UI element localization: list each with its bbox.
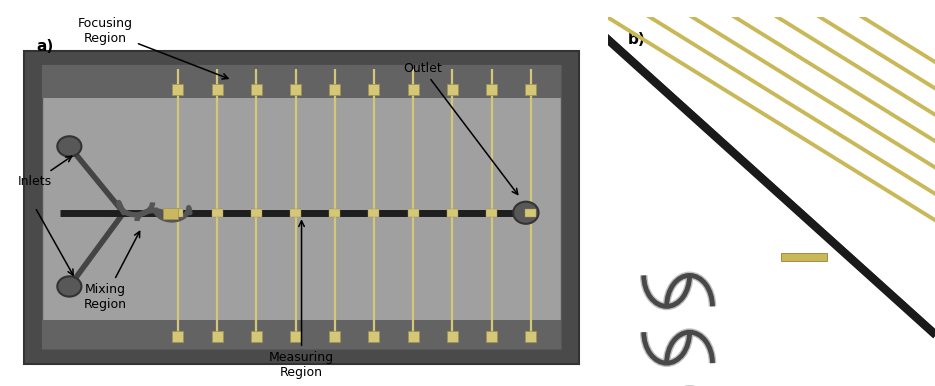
Bar [447,332,458,342]
Bar [525,209,536,217]
Ellipse shape [57,136,81,157]
Polygon shape [24,51,579,364]
Bar [447,85,458,95]
Bar [408,85,419,95]
Bar [447,209,458,217]
Text: a): a) [36,39,53,54]
Bar [486,209,496,217]
Bar [290,209,301,217]
Bar [172,209,183,217]
Text: Measuring
Region: Measuring Region [269,221,334,379]
Bar [251,209,262,217]
Bar [163,208,178,219]
Bar [329,332,340,342]
Bar [290,85,301,95]
Ellipse shape [57,276,81,296]
Bar [290,332,301,342]
Bar [368,85,380,95]
Bar [211,209,223,217]
Bar [172,332,183,342]
Text: Outlet: Outlet [403,61,518,195]
Text: Focusing
Region: Focusing Region [78,17,228,79]
Bar [211,85,223,95]
Text: b): b) [627,32,645,47]
Bar [329,85,340,95]
Bar [251,85,262,95]
Text: Inlets: Inlets [18,156,72,188]
Bar [368,332,380,342]
Bar [408,209,419,217]
Bar [211,332,223,342]
Bar [329,209,340,217]
Bar [486,85,496,95]
Polygon shape [42,65,561,349]
Bar [368,209,380,217]
Bar [525,332,536,342]
Bar [172,85,183,95]
Bar [525,85,536,95]
Polygon shape [42,320,561,349]
Text: Mixing
Region: Mixing Region [84,232,139,311]
Bar [486,332,496,342]
Ellipse shape [513,202,539,224]
Polygon shape [42,65,561,98]
Bar [782,253,827,261]
Bar [408,332,419,342]
Bar [251,332,262,342]
